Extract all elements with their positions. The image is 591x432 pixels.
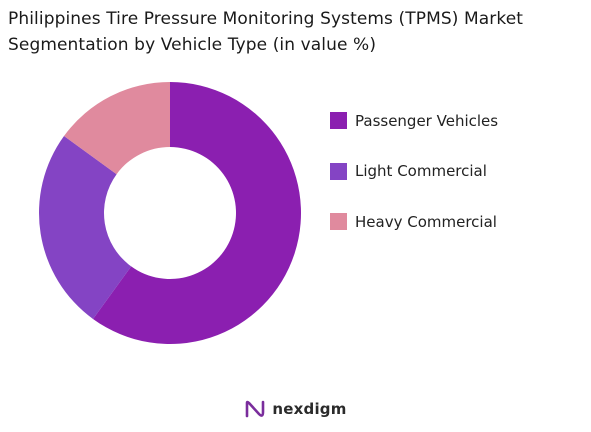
legend-swatch — [330, 213, 347, 230]
legend-item: Passenger Vehicles — [330, 108, 580, 133]
legend-swatch — [330, 162, 347, 180]
donut-slice-passenger-vehicles — [93, 82, 301, 344]
legend-swatch — [330, 112, 347, 129]
chart-legend: Passenger Vehicles Light Commercial Heavy … — [330, 108, 580, 260]
donut-slice-light-commercial — [38, 136, 132, 319]
donut-slice-heavy-commercial — [64, 82, 170, 175]
legend-item: Light Commercial — [330, 159, 580, 184]
nexdigm-logo: nexdigm — [244, 398, 346, 420]
legend-item: Heavy Commercial — [330, 209, 580, 234]
brand-footer: nexdigm — [0, 398, 591, 420]
nexdigm-logo-icon — [246, 400, 265, 418]
legend-label: Light Commercial — [355, 162, 487, 180]
brand-name: nexdigm — [272, 400, 347, 418]
legend-label: Heavy Commercial — [355, 212, 497, 231]
chart-title: Philippines Tire Pressure Monitoring Sys… — [8, 9, 524, 55]
legend-label: Passenger Vehicles — [355, 111, 499, 130]
